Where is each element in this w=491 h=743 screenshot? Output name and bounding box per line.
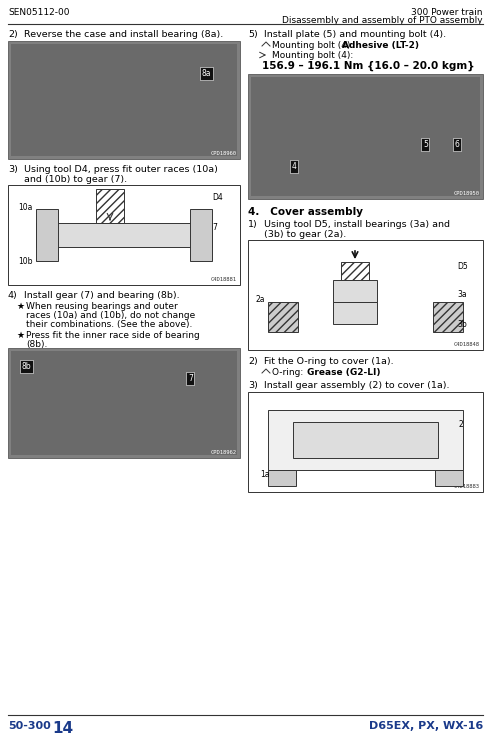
Text: 1): 1) xyxy=(248,220,258,229)
Text: 2: 2 xyxy=(459,420,464,429)
Bar xyxy=(293,422,438,458)
Text: Fit the O-ring to cover (1a).: Fit the O-ring to cover (1a). xyxy=(264,357,394,366)
Bar xyxy=(248,74,483,199)
Bar xyxy=(36,223,212,247)
Text: Mounting bolt (4):: Mounting bolt (4): xyxy=(272,51,353,60)
Text: 2a: 2a xyxy=(256,295,266,304)
Text: When reusing bearings and outer: When reusing bearings and outer xyxy=(26,302,178,311)
Bar xyxy=(11,44,237,156)
Bar xyxy=(433,302,463,332)
Bar xyxy=(8,41,240,159)
Text: 14: 14 xyxy=(52,721,73,736)
Bar xyxy=(248,240,483,350)
Text: 8b: 8b xyxy=(22,362,31,371)
Text: Using tool D4, press fit outer races (10a): Using tool D4, press fit outer races (10… xyxy=(24,165,218,174)
Text: 5: 5 xyxy=(423,140,428,149)
Text: Press fit the inner race side of bearing: Press fit the inner race side of bearing xyxy=(26,331,200,340)
Text: 3): 3) xyxy=(8,165,18,174)
Text: 3): 3) xyxy=(248,381,258,390)
Text: 300 Power train: 300 Power train xyxy=(411,8,483,17)
Text: D4: D4 xyxy=(212,193,223,202)
Bar xyxy=(96,189,124,223)
Bar xyxy=(251,77,480,196)
Bar xyxy=(341,262,369,280)
Bar xyxy=(248,392,483,492)
Text: 4.   Cover assembly: 4. Cover assembly xyxy=(248,207,363,217)
Bar xyxy=(268,302,298,332)
Text: 4): 4) xyxy=(8,291,18,300)
Text: (3b) to gear (2a).: (3b) to gear (2a). xyxy=(264,230,346,239)
Text: ★: ★ xyxy=(16,302,24,311)
Text: races (10a) and (10b), do not change: races (10a) and (10b), do not change xyxy=(26,311,195,320)
Text: C4D18848: C4D18848 xyxy=(454,342,480,347)
Bar xyxy=(8,348,240,458)
Text: C4D18881: C4D18881 xyxy=(211,277,237,282)
Text: 3b: 3b xyxy=(457,320,467,329)
Text: 7: 7 xyxy=(188,374,193,383)
Text: 3a: 3a xyxy=(457,290,466,299)
Text: C4D18883: C4D18883 xyxy=(454,484,480,489)
Text: their combinations. (See the above).: their combinations. (See the above). xyxy=(26,320,192,329)
Text: D65EX, PX, WX-16: D65EX, PX, WX-16 xyxy=(369,721,483,731)
Bar xyxy=(36,209,58,261)
Bar xyxy=(333,302,377,324)
Text: Install gear (7) and bearing (8b).: Install gear (7) and bearing (8b). xyxy=(24,291,180,300)
Text: CPD18962: CPD18962 xyxy=(211,450,237,455)
Text: 6: 6 xyxy=(455,140,460,149)
Text: 1a: 1a xyxy=(260,470,270,479)
Text: 10b: 10b xyxy=(18,257,32,266)
Text: CPD18960: CPD18960 xyxy=(211,151,237,156)
Text: 10a: 10a xyxy=(18,203,32,212)
Text: Disassembly and assembly of PTO assembly: Disassembly and assembly of PTO assembly xyxy=(282,16,483,25)
Text: Reverse the case and install bearing (8a).: Reverse the case and install bearing (8a… xyxy=(24,30,223,39)
Text: CPD18950: CPD18950 xyxy=(454,191,480,196)
Text: and (10b) to gear (7).: and (10b) to gear (7). xyxy=(24,175,127,184)
Text: 7: 7 xyxy=(212,223,217,232)
Text: Install plate (5) and mounting bolt (4).: Install plate (5) and mounting bolt (4). xyxy=(264,30,446,39)
Text: 8a: 8a xyxy=(202,69,212,78)
Text: 50-300: 50-300 xyxy=(8,721,51,731)
Bar xyxy=(11,351,237,455)
Bar xyxy=(268,470,296,486)
Bar xyxy=(268,410,463,470)
Text: O-ring:: O-ring: xyxy=(272,368,306,377)
Text: SEN05112-00: SEN05112-00 xyxy=(8,8,70,17)
Text: Grease (G2-LI): Grease (G2-LI) xyxy=(307,368,381,377)
Bar xyxy=(435,470,463,486)
Text: Adhesive (LT-2): Adhesive (LT-2) xyxy=(342,41,419,50)
Text: (8b).: (8b). xyxy=(26,340,47,349)
Text: 2): 2) xyxy=(8,30,18,39)
Text: 5): 5) xyxy=(248,30,258,39)
Text: D5: D5 xyxy=(457,262,468,271)
Text: 156.9 – 196.1 Nm {16.0 – 20.0 kgm}: 156.9 – 196.1 Nm {16.0 – 20.0 kgm} xyxy=(262,61,475,71)
Bar xyxy=(333,280,377,302)
Bar xyxy=(190,209,212,261)
Text: 4: 4 xyxy=(292,162,297,171)
Bar xyxy=(8,185,240,285)
Text: ★: ★ xyxy=(16,331,24,340)
Text: Mounting bolt (4):: Mounting bolt (4): xyxy=(272,41,356,50)
Text: Using tool D5, install bearings (3a) and: Using tool D5, install bearings (3a) and xyxy=(264,220,450,229)
Text: 2): 2) xyxy=(248,357,258,366)
Text: Install gear assembly (2) to cover (1a).: Install gear assembly (2) to cover (1a). xyxy=(264,381,449,390)
